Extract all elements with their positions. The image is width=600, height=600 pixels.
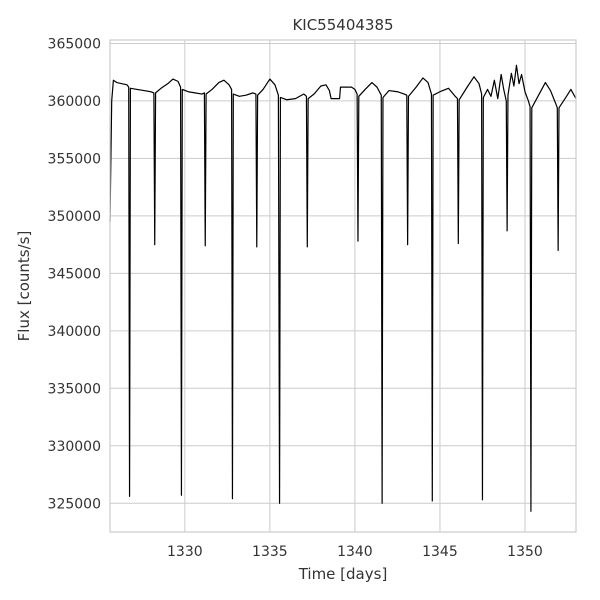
flux-series-line <box>109 64 577 512</box>
plot-background <box>110 40 576 532</box>
y-tick-label: 350000 <box>48 209 101 225</box>
y-tick-label: 340000 <box>48 324 101 340</box>
x-tick-label: 1335 <box>252 544 288 560</box>
y-tick-label: 335000 <box>48 381 101 397</box>
x-tick-label: 1330 <box>167 544 203 560</box>
y-axis-label: Flux [counts/s] <box>15 231 33 342</box>
chart-title: KIC55404385 <box>292 16 393 34</box>
x-axis-label: Time [days] <box>298 565 388 583</box>
y-tick-label: 325000 <box>48 496 101 512</box>
y-tick-labels: 325000 330000 335000 340000 345000 350000 3550… <box>48 36 101 512</box>
y-tick-label: 360000 <box>48 94 101 110</box>
x-tick-label: 1350 <box>507 544 543 560</box>
y-tick-label: 345000 <box>48 266 101 282</box>
y-tick-label: 355000 <box>48 151 101 167</box>
x-tick-label: 1340 <box>337 544 373 560</box>
x-tick-label: 1345 <box>422 544 458 560</box>
y-tick-label: 365000 <box>48 36 101 52</box>
y-tick-label: 330000 <box>48 439 101 455</box>
plot-frame <box>109 39 577 533</box>
x-tick-labels: 1330 1335 1340 1345 1350 <box>167 544 543 560</box>
grid-lines <box>110 40 576 532</box>
